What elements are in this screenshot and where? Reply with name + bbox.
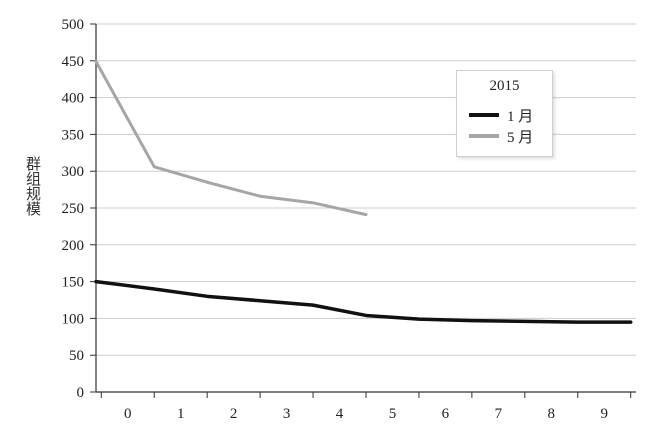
y-tick-label-50: 50	[69, 348, 84, 364]
x-tick-label-6: 6	[442, 406, 450, 422]
y-tick-label-400: 400	[62, 91, 85, 107]
x-tick-label-0: 0	[124, 406, 132, 422]
x-tick-label-2: 2	[230, 406, 238, 422]
legend-label-2: 5 月	[507, 130, 534, 146]
y-tick-label-100: 100	[62, 311, 85, 327]
y-tick-label-200: 200	[62, 238, 85, 254]
x-axis-ticks: 0 1 2 3 4 5 6 7 8 9	[100, 392, 632, 422]
legend-swatch-2	[469, 134, 499, 138]
legend-label-1: 1 月	[507, 109, 534, 125]
x-tick-label-9: 9	[600, 406, 608, 422]
y-tick-label-0: 0	[77, 385, 85, 401]
y-tick-label-300: 300	[62, 164, 85, 180]
series-line-2	[94, 60, 368, 217]
x-tick-label-3: 3	[283, 406, 291, 422]
legend-swatch-1	[469, 113, 499, 117]
x-tick-label-5: 5	[389, 406, 397, 422]
y-axis-label: 群组规模	[24, 156, 42, 216]
legend-title: 2015	[489, 78, 520, 94]
y-tick-label-250: 250	[62, 201, 85, 217]
series-line-1	[94, 279, 633, 324]
y-tick-label-350: 350	[62, 127, 85, 143]
y-tick-label-150: 150	[62, 275, 85, 291]
x-tick-label-7: 7	[495, 406, 503, 422]
y-tick-label-450: 450	[62, 54, 85, 70]
legend: 2015 1 月 5 月	[456, 70, 553, 157]
x-tick-label-4: 4	[336, 406, 344, 422]
y-tick-label-500: 500	[62, 17, 85, 33]
x-tick-label-8: 8	[548, 406, 556, 422]
y-axis-ticks: 0 50 100 150 200 250 300 350 400 450 500	[62, 17, 96, 401]
x-tick-label-1: 1	[177, 406, 185, 422]
gridlines	[96, 23, 636, 356]
series-lines	[94, 60, 633, 324]
